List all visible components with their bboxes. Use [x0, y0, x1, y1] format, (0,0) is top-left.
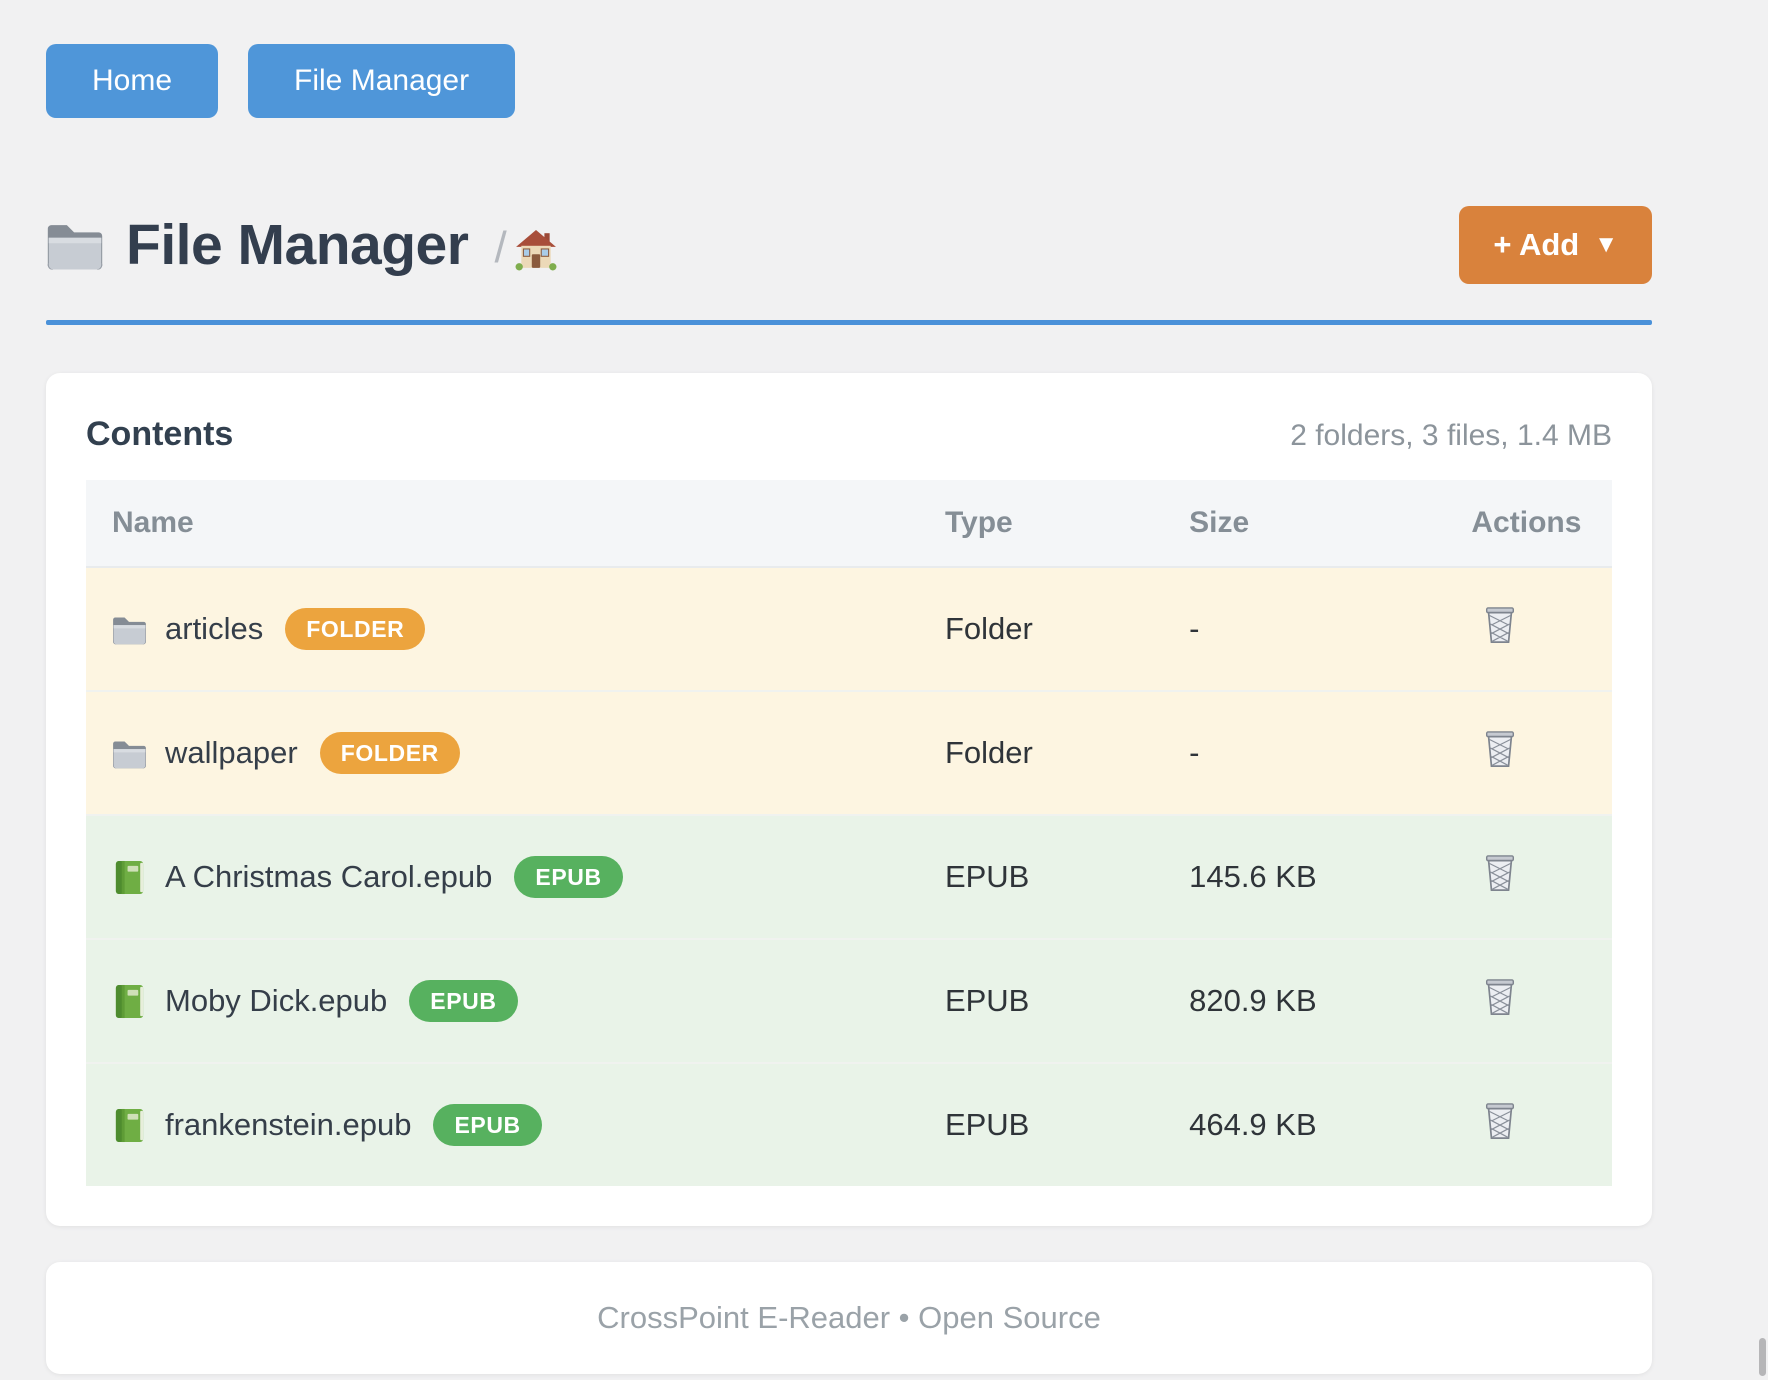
delete-button[interactable] [1483, 1102, 1517, 1140]
title-group: File Manager / [46, 212, 557, 278]
contents-heading: Contents [86, 415, 234, 453]
column-header-size: Size [1177, 480, 1460, 568]
item-name[interactable]: wallpaper [165, 735, 298, 770]
item-name[interactable]: Moby Dick.epub [165, 983, 388, 1018]
page-title: File Manager [126, 213, 469, 277]
footer-text: CrossPoint E-Reader • Open Source [597, 1300, 1101, 1335]
delete-button[interactable] [1483, 730, 1517, 768]
column-header-type: Type [932, 480, 1178, 568]
trash-icon [1483, 1102, 1517, 1140]
size-cell: 820.9 KB [1177, 939, 1460, 1064]
folder-badge: FOLDER [285, 608, 426, 650]
type-cell: EPUB [932, 939, 1178, 1064]
header-divider [46, 320, 1652, 325]
top-nav: Home File Manager [46, 44, 1652, 118]
trash-icon [1483, 730, 1517, 768]
size-cell: - [1177, 567, 1460, 692]
item-name[interactable]: A Christmas Carol.epub [165, 859, 493, 894]
epub-badge: EPUB [409, 980, 518, 1022]
column-header-name: Name [86, 480, 933, 568]
file-manager-button[interactable]: File Manager [248, 44, 516, 118]
scrollbar-thumb[interactable] [1759, 1338, 1766, 1376]
book-icon [112, 860, 147, 895]
table-row[interactable]: Moby Dick.epub EPUB EPUB 820.9 KB [86, 939, 1612, 1064]
item-name[interactable]: articles [165, 611, 264, 646]
files-table: Name Type Size Actions articles FOLDER F… [86, 480, 1612, 1186]
delete-button[interactable] [1483, 854, 1517, 892]
add-button-label: + Add [1493, 227, 1580, 262]
house-icon[interactable] [515, 229, 557, 271]
contents-summary: 2 folders, 3 files, 1.4 MB [1290, 419, 1612, 452]
table-row[interactable]: articles FOLDER Folder - [86, 567, 1612, 692]
table-row[interactable]: frankenstein.epub EPUB EPUB 464.9 KB [86, 1063, 1612, 1186]
folder-icon [46, 219, 104, 271]
page-header: File Manager / + Add ▼ [46, 206, 1652, 284]
footer-card: CrossPoint E-Reader • Open Source [46, 1262, 1652, 1374]
table-row[interactable]: A Christmas Carol.epub EPUB EPUB 145.6 K… [86, 815, 1612, 940]
breadcrumb-separator: / [494, 223, 507, 272]
trash-icon [1483, 606, 1517, 644]
size-cell: 145.6 KB [1177, 815, 1460, 940]
size-cell: - [1177, 691, 1460, 816]
add-button[interactable]: + Add ▼ [1459, 206, 1652, 284]
item-name[interactable]: frankenstein.epub [165, 1107, 412, 1142]
type-cell: EPUB [932, 1063, 1178, 1186]
delete-button[interactable] [1483, 606, 1517, 644]
folder-icon [112, 736, 147, 771]
home-button[interactable]: Home [46, 44, 219, 118]
column-header-actions: Actions [1459, 480, 1612, 568]
type-cell: EPUB [932, 815, 1178, 940]
folder-badge: FOLDER [319, 732, 460, 774]
book-icon [112, 1108, 147, 1143]
folder-icon [112, 612, 147, 647]
type-cell: Folder [932, 567, 1178, 692]
table-header-row: Name Type Size Actions [86, 480, 1612, 568]
table-row[interactable]: wallpaper FOLDER Folder - [86, 691, 1612, 816]
caret-down-icon: ▼ [1594, 231, 1618, 258]
book-icon [112, 984, 147, 1019]
card-head: Contents 2 folders, 3 files, 1.4 MB [86, 415, 1612, 454]
contents-card: Contents 2 folders, 3 files, 1.4 MB Name… [46, 373, 1652, 1226]
trash-icon [1483, 978, 1517, 1016]
type-cell: Folder [932, 691, 1178, 816]
trash-icon [1483, 854, 1517, 892]
epub-badge: EPUB [514, 856, 623, 898]
page: Home File Manager File Manager / + Add ▼… [46, 0, 1652, 1374]
epub-badge: EPUB [433, 1104, 542, 1146]
delete-button[interactable] [1483, 978, 1517, 1016]
size-cell: 464.9 KB [1177, 1063, 1460, 1186]
